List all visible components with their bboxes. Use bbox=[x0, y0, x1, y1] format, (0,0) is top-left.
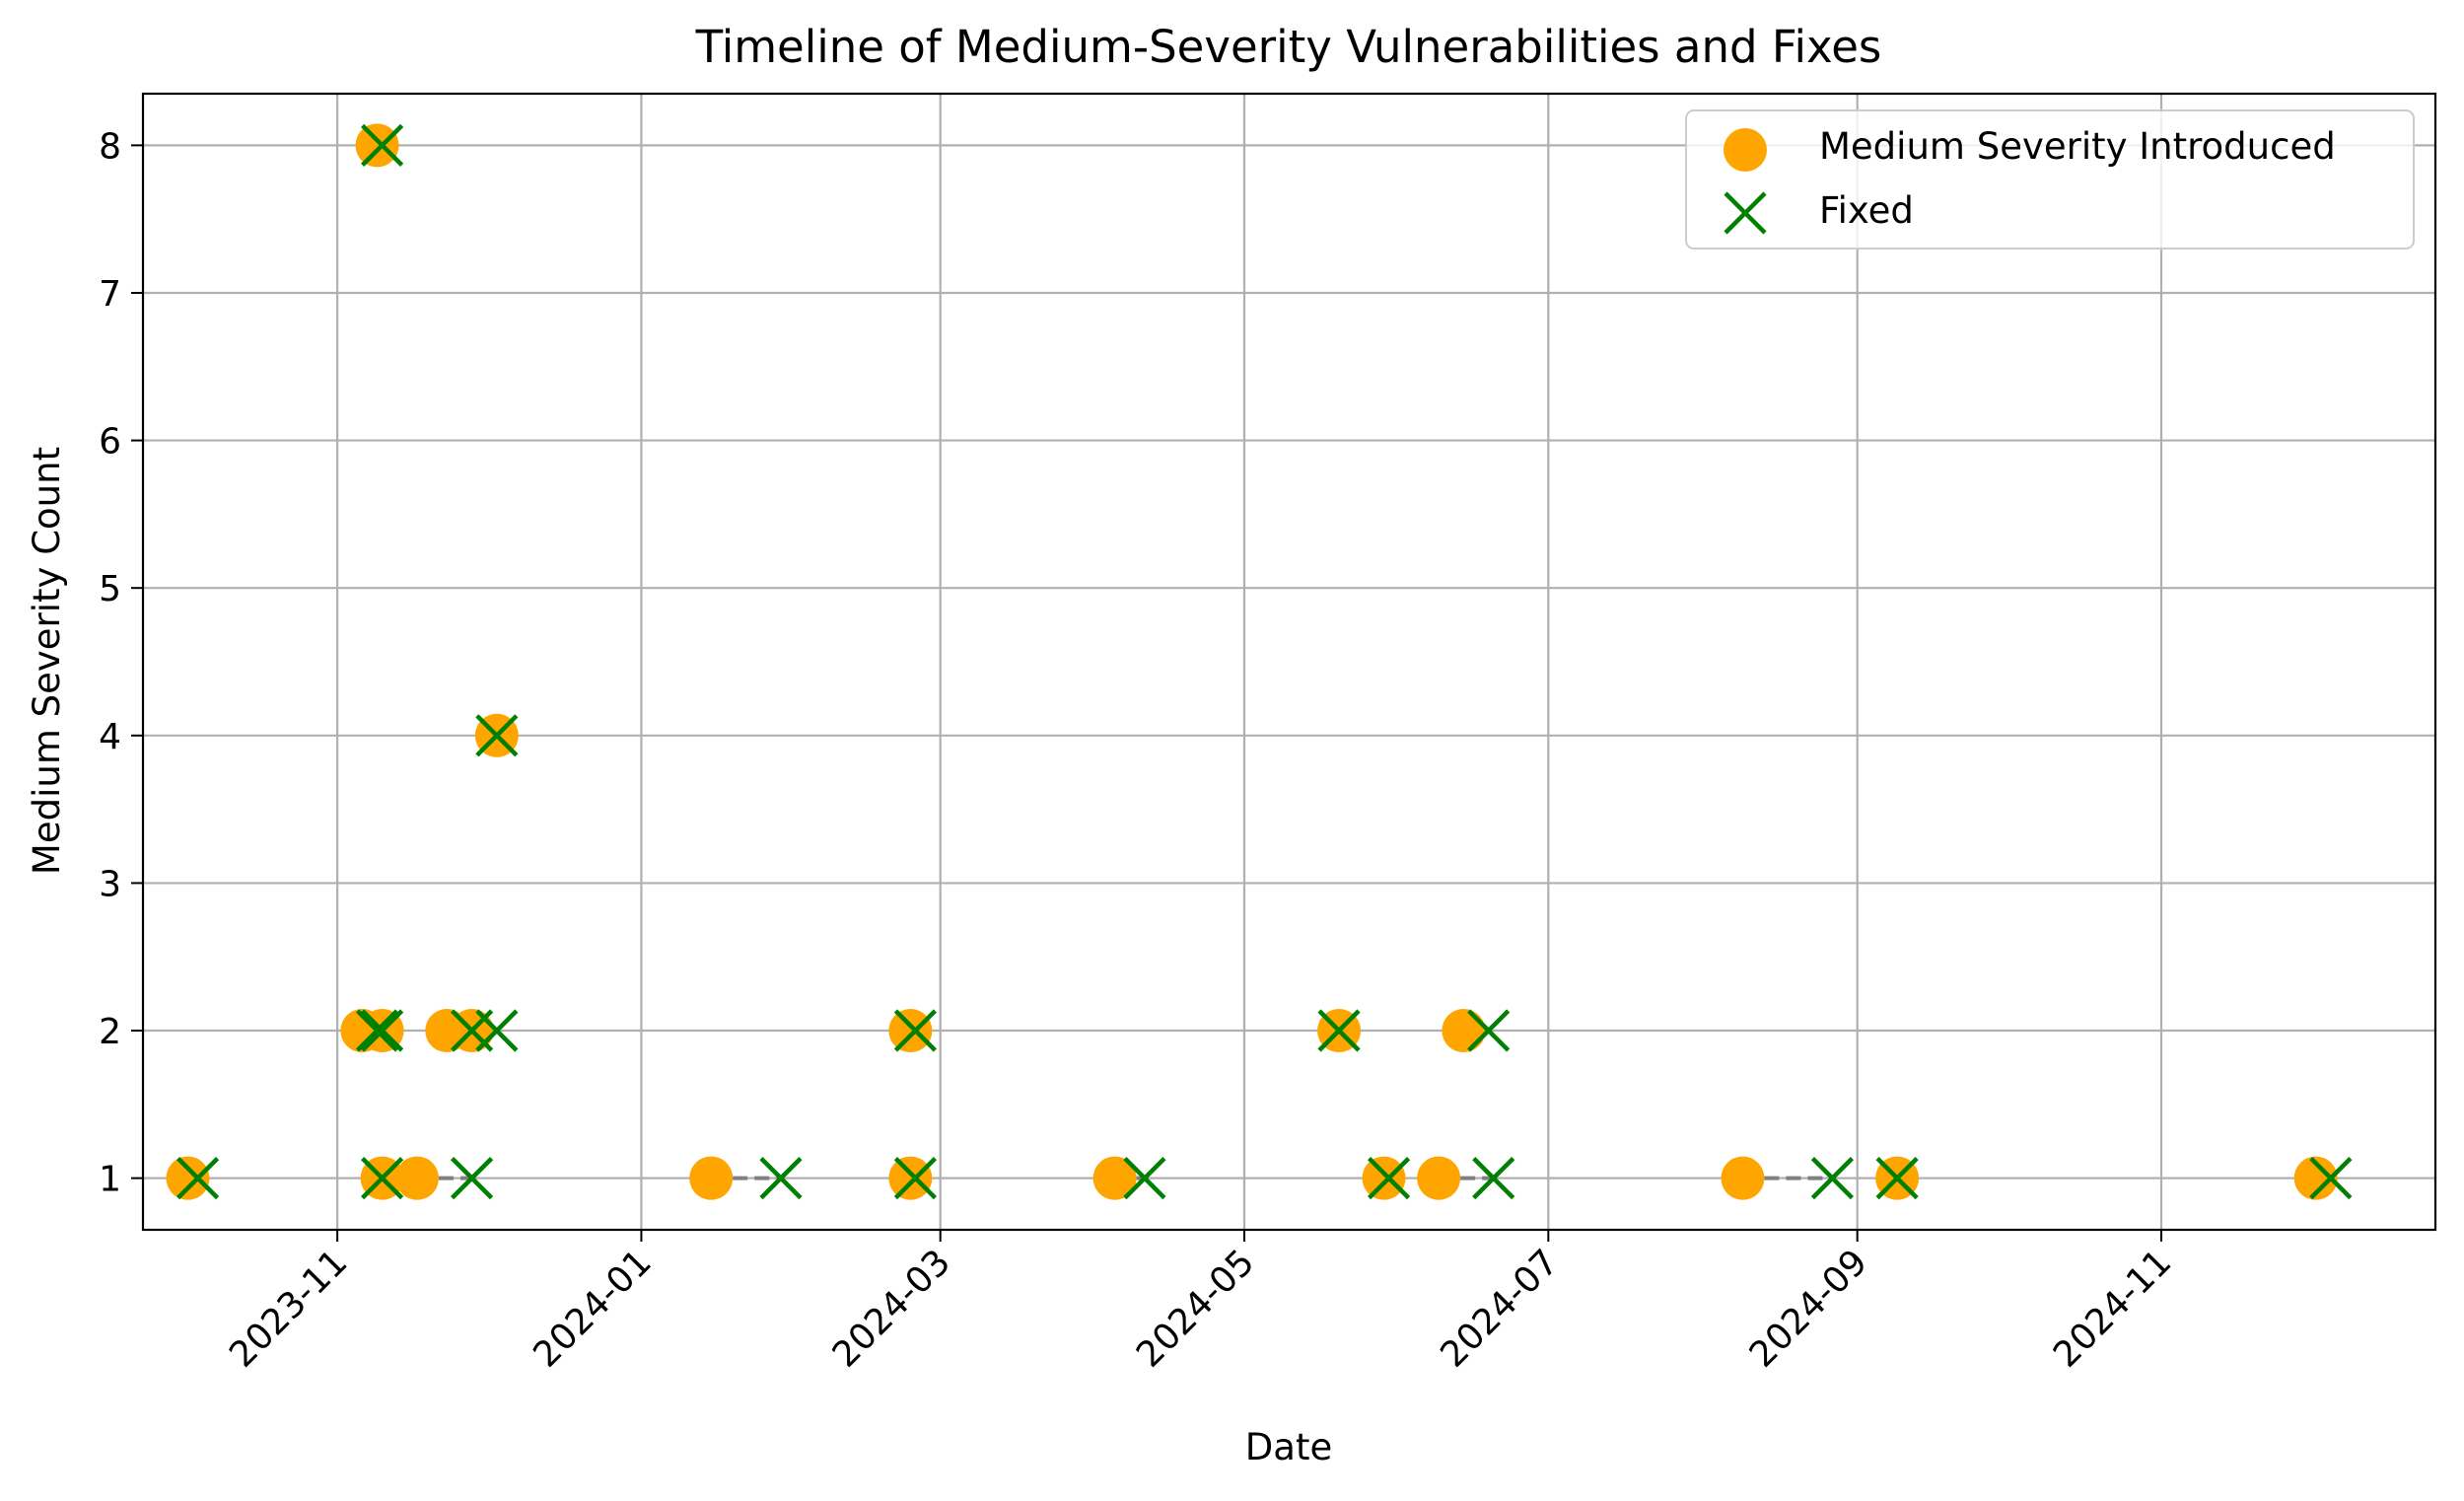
introduced-point bbox=[888, 1156, 933, 1200]
fixed-point bbox=[355, 1009, 399, 1052]
introduced-point bbox=[1092, 1156, 1137, 1200]
introduced-point bbox=[2293, 1156, 2338, 1200]
fixed-point bbox=[1467, 1009, 1511, 1052]
introduced-point bbox=[689, 1156, 734, 1200]
fixed-point bbox=[2309, 1157, 2353, 1200]
fixed-point bbox=[1123, 1157, 1166, 1200]
grid-layer bbox=[143, 94, 2435, 1230]
y-tick-label: 3 bbox=[99, 864, 121, 904]
fixed-point bbox=[1810, 1157, 1855, 1200]
fixed-point bbox=[361, 123, 404, 167]
fixed-point bbox=[893, 1009, 938, 1052]
introduced-point bbox=[355, 123, 399, 168]
fixed-point bbox=[1472, 1157, 1515, 1200]
legend-introduced-marker bbox=[1724, 128, 1767, 172]
y-tick-label: 8 bbox=[99, 126, 121, 167]
introduced-point bbox=[166, 1156, 210, 1200]
y-tick-label: 4 bbox=[99, 717, 121, 757]
fixed-point bbox=[475, 1009, 519, 1052]
introduced-point bbox=[394, 1156, 439, 1200]
chart-title: Timeline of Medium-Severity Vulnerabilit… bbox=[695, 21, 1882, 73]
y-tick-label: 6 bbox=[99, 422, 121, 463]
fixed-point bbox=[475, 714, 519, 757]
plot-frame bbox=[141, 92, 2437, 1232]
fixed-point bbox=[1317, 1009, 1361, 1052]
y-tick-label: 2 bbox=[99, 1012, 121, 1052]
legend-box bbox=[1685, 109, 2415, 250]
fixed-point bbox=[450, 1157, 494, 1200]
y-tick-label: 7 bbox=[99, 274, 121, 315]
legend-fixed-x bbox=[1724, 191, 1767, 235]
legend-fixed-label: Fixed bbox=[1819, 189, 1914, 232]
legend: Medium Severity Introduced Fixed bbox=[1685, 109, 2415, 250]
y-axis-label: Medium Severity Count bbox=[26, 447, 68, 875]
fixed-point bbox=[361, 1157, 404, 1200]
fixed-series-layer bbox=[176, 123, 2353, 1200]
introduced-point bbox=[1417, 1156, 1461, 1200]
introduced-point bbox=[888, 1009, 933, 1053]
legend-fixed-marker bbox=[1724, 191, 1767, 235]
y-tick-label: 1 bbox=[99, 1160, 121, 1200]
fixed-point bbox=[893, 1157, 938, 1200]
fixed-point bbox=[361, 1009, 404, 1052]
introduced-point bbox=[1721, 1156, 1765, 1200]
fixed-point bbox=[759, 1157, 803, 1200]
introduced-point bbox=[1362, 1156, 1406, 1200]
legend-introduced-label: Medium Severity Introduced bbox=[1819, 125, 2336, 168]
fixed-point bbox=[1875, 1157, 1919, 1200]
x-axis-label: Date bbox=[1245, 1426, 1332, 1468]
fixed-point bbox=[1367, 1157, 1411, 1200]
fixed-point bbox=[176, 1157, 220, 1200]
y-tick-label: 5 bbox=[99, 569, 121, 609]
introduced-point bbox=[1442, 1009, 1486, 1053]
